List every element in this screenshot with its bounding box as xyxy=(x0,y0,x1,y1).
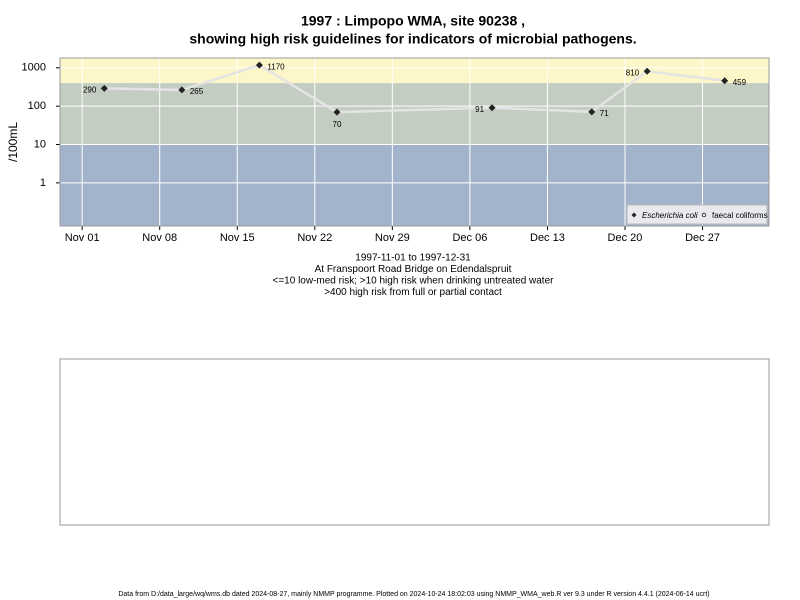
x-tick-label: Nov 22 xyxy=(297,232,332,244)
legend-marker xyxy=(631,212,637,218)
x-tick-label: Nov 01 xyxy=(65,232,100,244)
footer: Data from D:/data_large/wq/wms.db dated … xyxy=(118,591,709,598)
y-tick-label: 1000 xyxy=(22,62,46,74)
data-point xyxy=(100,84,108,92)
y-tick-label: 100 xyxy=(28,100,46,112)
data-point xyxy=(488,104,496,112)
x-tick-label: Dec 27 xyxy=(685,232,720,244)
series-line xyxy=(104,63,725,114)
data-label: 91 xyxy=(475,105,484,114)
legend-box xyxy=(626,204,768,225)
subtitle: 1997-11-01 to 1997-12-31 xyxy=(355,253,471,264)
risk-band xyxy=(60,83,769,145)
legend-label: faecal coliforms xyxy=(712,211,768,220)
data-point xyxy=(721,77,729,85)
data-label: 265 xyxy=(190,87,204,96)
subtitle: <=10 low-med risk; >10 high risk when dr… xyxy=(273,276,555,287)
data-label: 1170 xyxy=(267,62,285,71)
risk-band xyxy=(60,58,769,84)
data-label: 290 xyxy=(83,86,97,95)
x-tick-label: Nov 08 xyxy=(142,232,177,244)
y-axis-label: /100mL xyxy=(6,122,20,162)
data-point xyxy=(643,67,651,75)
x-tick-label: Nov 15 xyxy=(220,232,255,244)
x-tick-label: Dec 06 xyxy=(452,232,487,244)
chart-title: showing high risk guidelines for indicat… xyxy=(189,31,636,47)
data-label: 71 xyxy=(600,109,609,118)
legend-marker xyxy=(701,212,707,218)
empty-panel xyxy=(59,358,770,526)
y-tick-label: 1 xyxy=(40,177,46,189)
data-label: 459 xyxy=(733,78,747,87)
data-point xyxy=(255,61,263,69)
x-tick-label: Dec 20 xyxy=(608,232,643,244)
data-point xyxy=(333,108,341,116)
data-point xyxy=(588,108,596,116)
data-label: 70 xyxy=(333,120,342,129)
subtitle: At Franspoort Road Bridge on Edendalspru… xyxy=(315,264,512,275)
chart-title: 1997 : Limpopo WMA, site 90238 , xyxy=(301,13,525,29)
data-point xyxy=(178,86,186,94)
x-tick-label: Nov 29 xyxy=(375,232,410,244)
x-tick-label: Dec 13 xyxy=(530,232,565,244)
data-label: 810 xyxy=(626,68,640,77)
legend-label: Escherichia coli xyxy=(642,211,698,220)
subtitle: >400 high risk from full or partial cont… xyxy=(324,287,502,298)
y-tick-label: 10 xyxy=(34,138,46,150)
plot-frame xyxy=(59,57,770,227)
